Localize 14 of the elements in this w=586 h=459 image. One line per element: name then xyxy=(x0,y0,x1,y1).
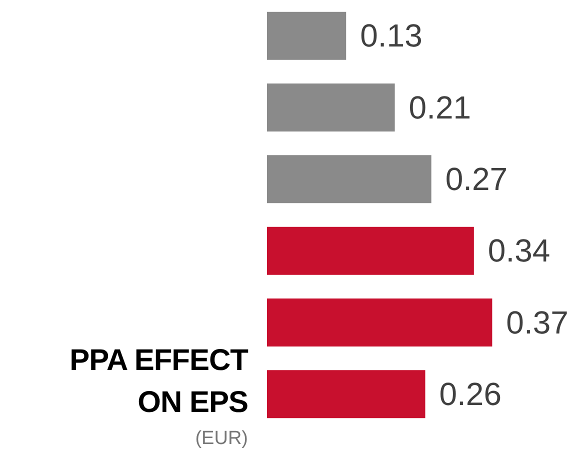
data-label: 0.37 xyxy=(506,304,568,340)
bar xyxy=(267,370,426,418)
bar xyxy=(267,155,432,204)
text: PPA EFFECT ON EPS xyxy=(68,343,248,421)
data-label: 0.21 xyxy=(408,89,472,126)
bar xyxy=(267,226,474,275)
data-label: 0.34 xyxy=(488,232,550,269)
data-label: 0.26 xyxy=(439,376,502,412)
data-label: 0.13 xyxy=(360,18,422,54)
bar xyxy=(267,83,395,132)
text: (EUR) xyxy=(195,428,248,450)
bar xyxy=(267,12,346,60)
bar xyxy=(267,298,492,347)
data-label: 0.27 xyxy=(445,160,508,197)
